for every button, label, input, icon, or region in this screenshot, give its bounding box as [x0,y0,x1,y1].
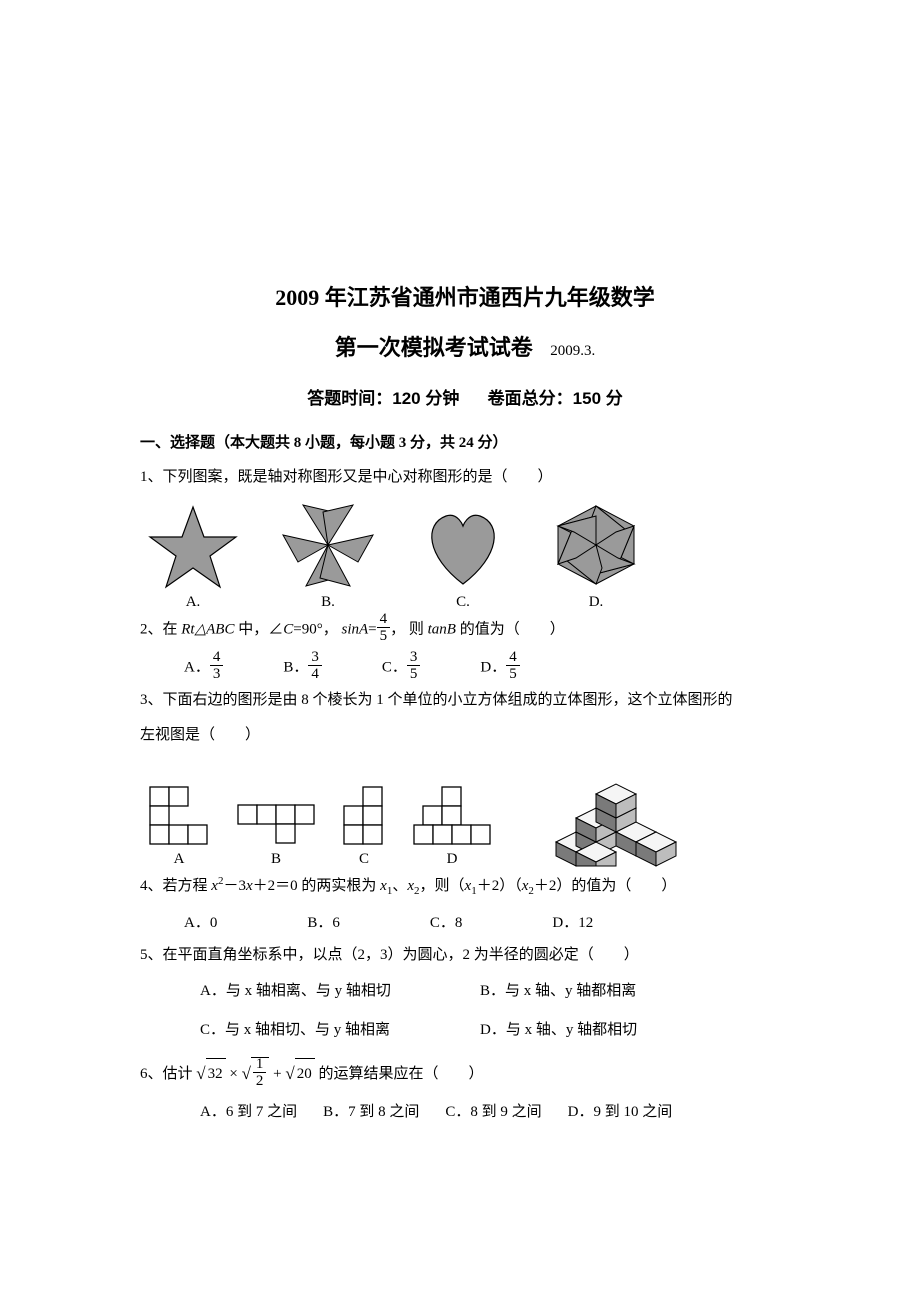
q3-figure-C: C [342,785,386,868]
q2-opt-B-label: B． [283,659,308,675]
q2-sinA: sinA [341,621,368,637]
q2-suffix: 的值为（ ） [456,621,565,637]
question-3-figures: A B C [140,758,790,868]
q1-label-B: B. [321,594,335,611]
title-date: 2009.3. [550,343,595,359]
q2-opt-A-label: A． [184,659,210,675]
q3-label-C: C [359,851,369,868]
q2-mid2: =90°， [293,621,341,637]
q2-frac-num: 4 [377,611,391,629]
question-1-figures: A. B. C. [140,500,790,611]
q3-label-D: D [447,851,458,868]
q3-label-B: B [271,851,281,868]
q6-suffix: 的运算结果应在（ ） [318,1066,483,1082]
heart-icon [418,504,508,590]
meta-time: 答题时间：120 分钟 [307,389,459,408]
q2-tanB: tanB [428,621,456,637]
question-6-options: A．6 到 7 之间 B．7 到 8 之间 C．8 到 9 之间 D．9 到 1… [140,1096,790,1129]
q3-view-C-icon [342,785,386,847]
q1-figure-B: B. [278,500,378,611]
q2-opt-B: B．34 [283,651,322,685]
title-line-2: 第一次模拟考试试卷 2009.3. [140,330,790,362]
q3-view-D-icon [412,785,492,847]
cube-stack-icon [528,758,678,868]
q2-rt: Rt [181,621,194,637]
q6-prefix: 6、估计 [140,1066,196,1082]
q5-opt-A: A．与 x 轴相离、与 y 轴相切 [200,975,460,1008]
q4-opt-A: A．0 [184,907,217,940]
q1-label-A: A. [186,594,201,611]
q2-mid1: 中，∠ [234,621,283,637]
q4-prefix: 4、若方程 [140,878,211,894]
question-5-text: 5、在平面直角坐标系中，以点（2，3）为圆心，2 为半径的圆必定（ ） [140,940,790,972]
q4-opt-B: B．6 [307,907,340,940]
question-2-options: A．43 B．34 C．35 D．45 [140,651,790,685]
q4-rest: －3 [223,878,246,894]
q2-prefix: 2、在 [140,621,181,637]
q2-opt-D-label: D． [480,659,506,675]
question-4-options: A．0 B．6 C．8 D．12 [140,907,790,940]
q6-sqrt-32: 32 [196,1055,225,1091]
section-1-header: 一、选择题（本大题共 8 小题，每小题 3 分，共 24 分） [140,431,790,452]
q4-x: x [246,878,253,894]
q2-eq: = [368,621,376,637]
q2-mid3: ， 则 [390,621,428,637]
q2-frac: 45 [377,611,391,645]
q1-figure-D: D. [548,500,644,611]
q4-tail: ＋2＝0 的两实根为 [253,878,381,894]
q1-label-C: C. [456,594,470,611]
q2-opt-C-label: C． [382,659,407,675]
question-5-options: A．与 x 轴相离、与 y 轴相切 B．与 x 轴、y 轴都相离 C．与 x 轴… [140,975,790,1047]
hex-spiral-icon [548,500,644,590]
q2-opt-D: D．45 [480,651,519,685]
q3-figure-3d [528,758,678,868]
pinwheel-icon [278,500,378,590]
q1-figure-A: A. [148,504,238,611]
q3-figure-D: D [412,785,492,868]
q2-C: C [283,621,293,637]
q6-sqrt-frac: 12 [242,1055,270,1092]
meta-score: 卷面总分：150 分 [488,389,623,408]
q3-view-A-icon [148,785,210,847]
q5-opt-D: D．与 x 轴、y 轴都相切 [480,1014,740,1047]
q1-figure-C: C. [418,504,508,611]
subtitle-text: 第一次模拟考试试卷 [335,335,533,360]
q4-x2: x [211,878,218,894]
meta-row: 答题时间：120 分钟 卷面总分：150 分 [140,384,790,409]
q6-opt-C: C．8 到 9 之间 [445,1096,541,1129]
q2-opt-C: C．35 [382,651,421,685]
question-2: 2、在 Rt△ABC 中，∠C=90°， sinA=45， 则 tanB 的值为… [140,613,790,647]
q6-opt-D: D．9 到 10 之间 [568,1096,673,1129]
star-icon [148,504,238,590]
q4-opt-D: D．12 [552,907,593,940]
question-4: 4、若方程 x2－3x＋2＝0 的两实根为 x1、x2，则（x1＋2）（x2＋2… [140,870,790,903]
q6-sqrt-20: 20 [285,1055,314,1091]
q3-figure-B: B [236,803,316,868]
q3-figure-A: A [148,785,210,868]
q5-opt-B: B．与 x 轴、y 轴都相离 [480,975,740,1008]
q4-opt-C: C．8 [430,907,463,940]
q3-view-B-icon [236,803,316,847]
question-3-text-2: 左视图是（ ） [140,720,790,752]
q6-opt-B: B．7 到 8 之间 [323,1096,419,1129]
q2-abc: △ABC [195,621,235,637]
q5-opt-C: C．与 x 轴相切、与 y 轴相离 [200,1014,460,1047]
exam-page: 2009 年江苏省通州市通西片九年级数学 第一次模拟考试试卷 2009.3. 答… [0,0,920,1209]
q6-opt-A: A．6 到 7 之间 [200,1096,297,1129]
question-1-text: 1、下列图案，既是轴对称图形又是中心对称图形的是（ ） [140,462,790,494]
title-line-1: 2009 年江苏省通州市通西片九年级数学 [140,280,790,312]
q1-label-D: D. [589,594,604,611]
q2-opt-A: A．43 [184,651,223,685]
q3-label-A: A [174,851,185,868]
q2-frac-den: 5 [377,628,391,645]
question-3-text-1: 3、下面右边的图形是由 8 个棱长为 1 个单位的小立方体组成的立体图形，这个立… [140,685,790,717]
question-6: 6、估计 32 × 12 + 20 的运算结果应在（ ） [140,1055,790,1092]
